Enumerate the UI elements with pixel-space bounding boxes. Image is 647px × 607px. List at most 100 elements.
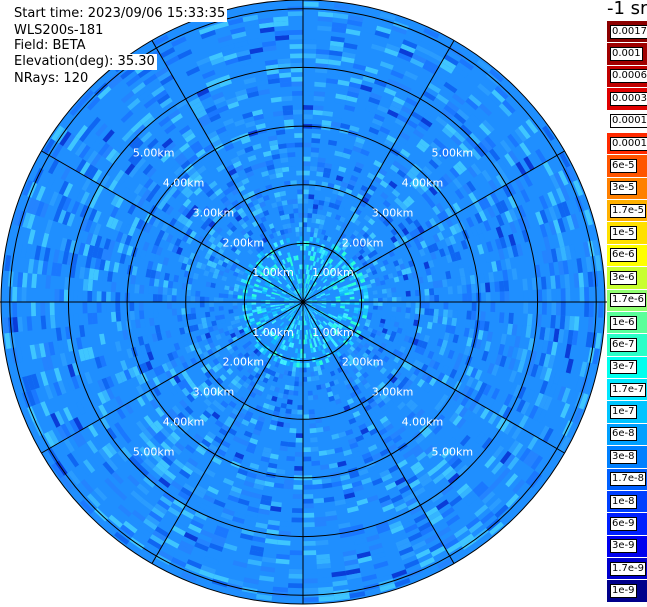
range-gate-cell [318, 200, 325, 206]
range-gate-cell [150, 451, 162, 463]
range-gate-cell [447, 349, 455, 360]
range-gate-cell [401, 235, 409, 244]
range-gate-cell [329, 370, 336, 377]
range-gate-cell [140, 199, 150, 211]
range-gate-cell [120, 187, 130, 199]
range-gate-cell [213, 574, 229, 583]
range-gate-cell [309, 180, 316, 186]
range-gate-cell [371, 551, 386, 561]
range-gate-cell [131, 154, 143, 167]
range-gate-cell [483, 321, 490, 332]
range-gate-cell [439, 176, 449, 187]
range-gate-cell [235, 472, 247, 481]
range-gate-cell [394, 577, 411, 588]
range-gate-cell [270, 505, 282, 512]
range-gate-cell [542, 427, 554, 443]
range-gate-cell [265, 362, 272, 369]
range-gate-cell [312, 322, 316, 328]
range-gate-cell [114, 531, 130, 545]
range-gate-cell [186, 393, 195, 403]
range-gate-cell [320, 259, 325, 265]
range-gate-cell [143, 457, 156, 470]
range-gate-cell [227, 354, 234, 361]
range-gate-cell [416, 234, 425, 243]
range-gate-cell [247, 248, 254, 255]
colorbar-tick-label: 3e-5 [610, 181, 637, 196]
range-gate-cell [101, 389, 111, 403]
range-gate-cell [313, 366, 318, 372]
range-gate-cell [327, 314, 333, 319]
range-gate-cell [379, 392, 388, 401]
range-gate-cell [463, 327, 470, 338]
range-gate-cell [352, 484, 364, 493]
range-gate-cell [310, 307, 315, 311]
range-gate-cell [135, 218, 145, 230]
range-gate-cell [337, 460, 347, 468]
range-gate-cell [305, 288, 307, 293]
range-gate-cell [192, 105, 205, 116]
range-gate-cell [73, 417, 84, 431]
range-gate-cell [168, 185, 178, 196]
range-gate-cell [59, 131, 72, 147]
range-gate-cell [337, 315, 343, 320]
range-gate-cell [212, 358, 220, 366]
range-gate-cell [105, 442, 118, 456]
range-gate-cell [409, 180, 420, 190]
range-gate-cell [320, 293, 326, 297]
range-gate-cell [500, 78, 516, 93]
range-gate-cell [208, 383, 217, 392]
range-gate-cell [275, 306, 281, 310]
range-gate-cell [293, 484, 303, 490]
range-gate-cell [352, 450, 362, 459]
range-gate-cell [438, 309, 444, 317]
range-gate-cell [239, 385, 247, 393]
range-gate-cell [216, 163, 226, 173]
range-gate-cell [403, 123, 416, 133]
range-gate-cell [26, 197, 36, 214]
range-gate-cell [305, 278, 308, 284]
range-gate-cell [209, 306, 215, 312]
range-gate-cell [562, 260, 569, 275]
range-gate-cell [485, 397, 496, 410]
range-gate-cell [359, 257, 366, 264]
range-gate-cell [552, 219, 562, 234]
range-gate-cell [230, 358, 237, 365]
range-gate-cell [317, 16, 333, 23]
range-gate-cell [295, 305, 300, 309]
range-gate-cell [148, 285, 154, 295]
range-gate-cell [291, 323, 295, 329]
range-gate-cell [466, 376, 475, 388]
range-gate-cell [412, 359, 420, 368]
range-gate-cell [267, 524, 280, 531]
range-gate-cell [300, 325, 302, 331]
range-gate-cell [432, 424, 443, 435]
range-gate-cell [165, 330, 172, 339]
range-gate-cell [505, 493, 520, 508]
range-gate-cell [388, 180, 398, 189]
range-gate-cell [204, 363, 212, 371]
range-gate-cell [482, 384, 492, 396]
range-gate-cell [388, 192, 398, 201]
range-gate-cell [514, 127, 527, 143]
range-gate-cell [327, 322, 333, 328]
range-gate-cell [287, 309, 292, 313]
range-gate-cell [445, 270, 452, 280]
range-gate-cell [449, 368, 458, 379]
range-gate-cell [271, 291, 277, 295]
range-gate-cell [310, 437, 318, 443]
range-gate-cell [182, 483, 196, 493]
range-gate-cell [449, 325, 456, 335]
range-gate-cell [352, 367, 360, 375]
range-gate-cell [307, 213, 313, 218]
range-gate-cell [270, 419, 278, 426]
range-gate-cell [215, 126, 227, 135]
range-gate-cell [78, 242, 86, 256]
colorbar-title: -1 sr [607, 0, 647, 19]
range-gate-cell [354, 302, 360, 305]
range-gate-cell [296, 289, 300, 294]
range-gate-cell [440, 108, 454, 120]
range-gate-cell [400, 148, 411, 158]
range-gate-cell [328, 287, 333, 291]
range-gate-cell [289, 327, 293, 333]
range-gate-cell [217, 130, 229, 139]
